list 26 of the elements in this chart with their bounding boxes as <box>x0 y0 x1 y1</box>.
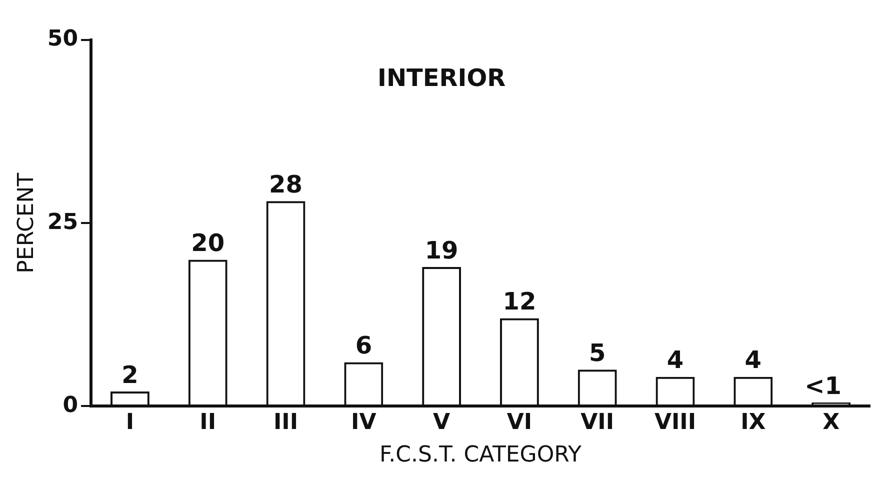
data-label: 4 <box>666 346 684 374</box>
x-tick-label: VIII <box>654 410 696 436</box>
x-axis-title: F.C.S.T. CATEGORY <box>380 442 582 468</box>
y-tick-label: 0 <box>62 392 78 418</box>
y-tick-label: 25 <box>47 210 78 235</box>
data-label: 5 <box>589 338 606 367</box>
x-tick-label: X <box>822 410 840 436</box>
data-label: <1 <box>804 372 842 400</box>
x-tick-label: III <box>273 410 298 436</box>
x-tick-label: IX <box>740 410 766 436</box>
x-tick-label: I <box>126 410 134 436</box>
y-tick-label: 50 <box>47 26 78 52</box>
x-tick-label: IV <box>351 410 376 436</box>
data-label: 28 <box>269 170 302 198</box>
y-axis-title: PERCENT <box>14 172 39 274</box>
data-label: 12 <box>502 288 536 316</box>
x-tick-label: VII <box>580 410 614 436</box>
x-tick-label: VI <box>506 410 532 436</box>
x-tick-label: II <box>200 410 216 436</box>
text: INTERIOR <box>378 64 506 92</box>
data-label: 19 <box>424 236 458 264</box>
x-tick-label: V <box>433 410 450 436</box>
data-label: 4 <box>744 346 762 374</box>
data-label: 6 <box>355 331 372 360</box>
data-label: 20 <box>191 228 225 257</box>
data-label: 2 <box>122 360 138 389</box>
